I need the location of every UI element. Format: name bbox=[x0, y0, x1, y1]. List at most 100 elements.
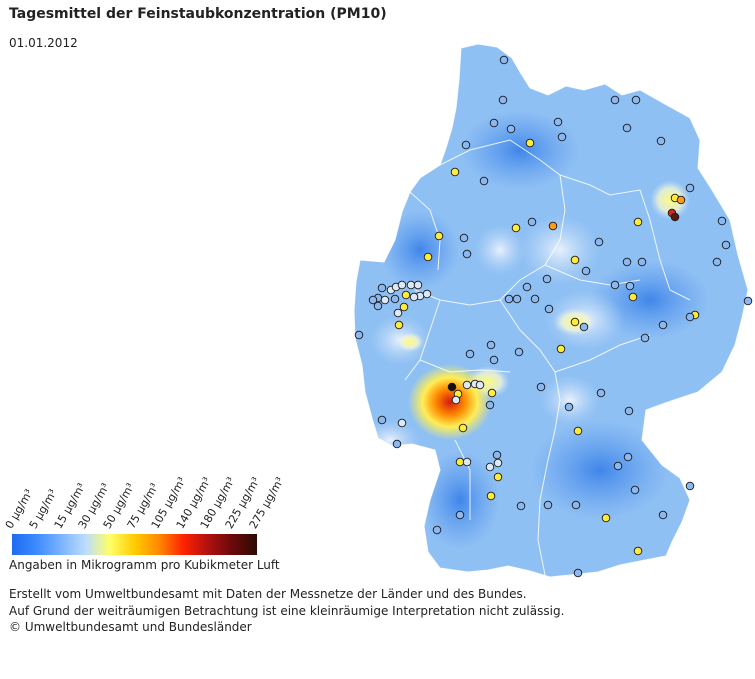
station-marker bbox=[373, 301, 383, 311]
station-marker bbox=[633, 217, 643, 227]
station-marker bbox=[434, 231, 444, 241]
station-marker bbox=[393, 308, 403, 318]
station-marker bbox=[573, 568, 583, 578]
station-marker bbox=[397, 280, 407, 290]
station-marker bbox=[409, 292, 419, 302]
station-marker bbox=[610, 95, 620, 105]
station-marker bbox=[581, 266, 591, 276]
station-marker bbox=[685, 481, 695, 491]
station-marker bbox=[601, 513, 611, 523]
station-marker bbox=[512, 294, 522, 304]
station-marker bbox=[571, 500, 581, 510]
station-marker bbox=[625, 281, 635, 291]
station-marker bbox=[676, 195, 686, 205]
station-marker bbox=[493, 458, 503, 468]
station-marker bbox=[622, 123, 632, 133]
station-marker bbox=[423, 252, 433, 262]
station-marker bbox=[455, 457, 465, 467]
station-marker bbox=[451, 395, 461, 405]
station-marker bbox=[459, 233, 469, 243]
station-marker bbox=[489, 355, 499, 365]
station-marker bbox=[640, 333, 650, 343]
station-marker bbox=[594, 237, 604, 247]
station-marker bbox=[504, 294, 514, 304]
station-marker bbox=[556, 344, 566, 354]
station-marker bbox=[465, 349, 475, 359]
map-date: 01.01.2012 bbox=[9, 36, 78, 50]
station-marker bbox=[658, 510, 668, 520]
station-marker bbox=[390, 294, 400, 304]
station-marker bbox=[447, 382, 457, 392]
station-marker bbox=[499, 55, 509, 65]
station-marker bbox=[613, 461, 623, 471]
station-marker bbox=[628, 292, 638, 302]
station-marker bbox=[406, 280, 416, 290]
station-marker bbox=[392, 439, 402, 449]
station-marker bbox=[553, 117, 563, 127]
map-title: Tagesmittel der Feinstaubkonzentration (… bbox=[9, 6, 387, 22]
station-marker bbox=[516, 501, 526, 511]
footer-credit: Erstellt vom Umweltbundesamt mit Daten d… bbox=[9, 587, 527, 601]
color-scale-bar bbox=[12, 534, 257, 555]
station-marker bbox=[458, 423, 468, 433]
station-marker bbox=[462, 457, 472, 467]
station-marker bbox=[399, 302, 409, 312]
footer: Erstellt vom Umweltbundesamt mit Daten d… bbox=[9, 586, 564, 636]
station-marker bbox=[717, 216, 727, 226]
station-marker bbox=[493, 472, 503, 482]
station-marker bbox=[492, 450, 502, 460]
station-marker bbox=[401, 290, 411, 300]
station-marker bbox=[462, 380, 472, 390]
station-marker bbox=[354, 330, 364, 340]
station-marker bbox=[525, 138, 535, 148]
station-marker bbox=[486, 491, 496, 501]
station-marker bbox=[506, 124, 516, 134]
station-marker bbox=[610, 280, 620, 290]
station-marker bbox=[637, 257, 647, 267]
station-marker bbox=[487, 388, 497, 398]
station-marker bbox=[712, 257, 722, 267]
station-marker bbox=[368, 295, 378, 305]
station-marker bbox=[623, 452, 633, 462]
station-marker bbox=[485, 400, 495, 410]
station-marker bbox=[564, 402, 574, 412]
station-marker bbox=[511, 223, 521, 233]
station-marker bbox=[461, 140, 471, 150]
station-marker bbox=[462, 249, 472, 259]
scale-gradient bbox=[12, 534, 257, 555]
station-marker bbox=[455, 510, 465, 520]
station-marker bbox=[544, 304, 554, 314]
station-marker bbox=[633, 546, 643, 556]
station-marker bbox=[377, 283, 387, 293]
station-marker bbox=[658, 320, 668, 330]
station-marker bbox=[527, 217, 537, 227]
station-marker bbox=[498, 95, 508, 105]
station-marker bbox=[479, 176, 489, 186]
station-marker bbox=[485, 462, 495, 472]
station-marker bbox=[377, 415, 387, 425]
station-marker bbox=[542, 274, 552, 284]
station-marker bbox=[656, 136, 666, 146]
station-marker bbox=[631, 95, 641, 105]
station-marker bbox=[489, 118, 499, 128]
station-marker bbox=[543, 500, 553, 510]
station-marker bbox=[596, 388, 606, 398]
station-marker bbox=[630, 485, 640, 495]
station-marker bbox=[557, 132, 567, 142]
station-marker bbox=[397, 418, 407, 428]
station-marker bbox=[624, 406, 634, 416]
station-marker bbox=[685, 312, 695, 322]
footer-copyright: © Umweltbundesamt und Bundesländer bbox=[9, 620, 252, 634]
station-marker bbox=[522, 282, 532, 292]
station-marker bbox=[570, 255, 580, 265]
station-marker bbox=[394, 320, 404, 330]
measurement-stations bbox=[354, 55, 753, 578]
station-marker bbox=[432, 525, 442, 535]
station-marker bbox=[570, 317, 580, 327]
station-marker bbox=[685, 183, 695, 193]
station-marker bbox=[536, 382, 546, 392]
station-marker bbox=[548, 221, 558, 231]
station-marker bbox=[579, 322, 589, 332]
station-marker bbox=[743, 296, 753, 306]
